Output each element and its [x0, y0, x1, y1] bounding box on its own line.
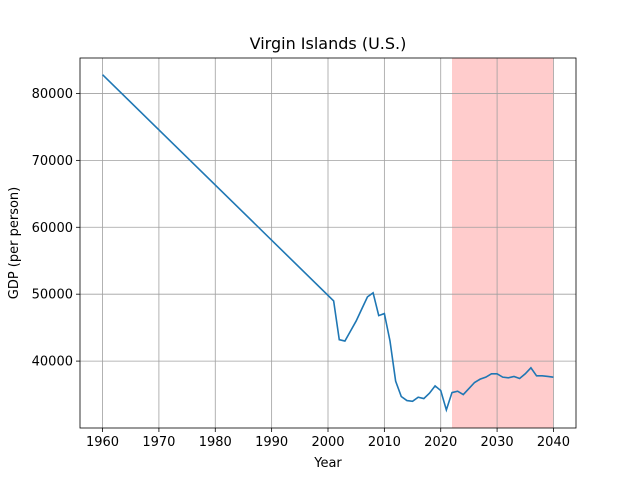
x-tick-label: 1980 — [199, 435, 232, 450]
x-tick-label: 2000 — [311, 435, 344, 450]
y-tick-label: 40000 — [32, 355, 73, 370]
x-axis: 1960 1970 1980 1990 2000 2010 2020 2030 2040 — [86, 428, 570, 450]
x-tick-label: 2020 — [424, 435, 457, 450]
forecast-shaded-region — [452, 58, 554, 428]
y-tick-label: 50000 — [32, 288, 73, 303]
gdp-series-line — [101, 74, 554, 413]
plot-area — [79, 57, 577, 429]
chart-title: Virgin Islands (U.S.) — [250, 34, 407, 53]
y-tick-label: 70000 — [32, 154, 73, 169]
x-tick-label: 2030 — [481, 435, 514, 450]
y-axis: 40000 50000 60000 70000 80000 — [32, 87, 80, 370]
y-axis-label: GDP (per person) — [7, 187, 22, 300]
x-tick-label: 2040 — [537, 435, 570, 450]
grid-lines — [80, 58, 576, 428]
x-axis-label: Year — [313, 456, 342, 471]
x-tick-label: 2010 — [368, 435, 401, 450]
x-tick-label: 1990 — [255, 435, 288, 450]
x-tick-label: 1960 — [86, 435, 119, 450]
x-tick-label: 1970 — [142, 435, 175, 450]
y-tick-label: 80000 — [32, 87, 73, 102]
y-tick-label: 60000 — [32, 221, 73, 236]
